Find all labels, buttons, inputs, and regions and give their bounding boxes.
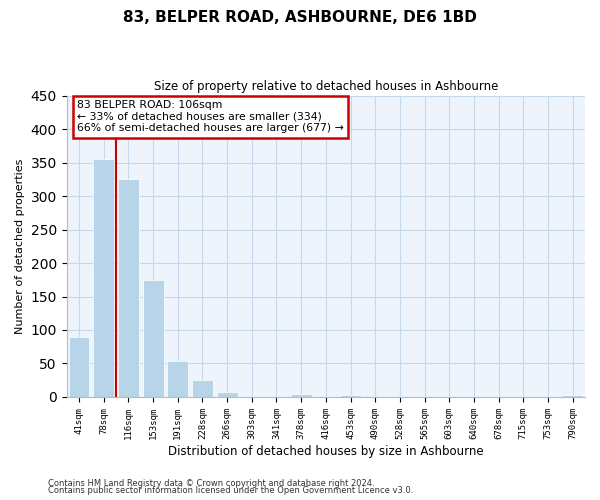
Bar [167, 362, 188, 397]
Bar [562, 395, 583, 397]
X-axis label: Distribution of detached houses by size in Ashbourne: Distribution of detached houses by size … [168, 444, 484, 458]
Bar [217, 392, 238, 397]
Bar [68, 336, 89, 397]
Title: Size of property relative to detached houses in Ashbourne: Size of property relative to detached ho… [154, 80, 498, 93]
Text: 83 BELPER ROAD: 106sqm
← 33% of detached houses are smaller (334)
66% of semi-de: 83 BELPER ROAD: 106sqm ← 33% of detached… [77, 100, 344, 134]
Y-axis label: Number of detached properties: Number of detached properties [15, 158, 25, 334]
Bar [340, 395, 361, 397]
Text: Contains public sector information licensed under the Open Government Licence v3: Contains public sector information licen… [48, 486, 413, 495]
Text: Contains HM Land Registry data © Crown copyright and database right 2024.: Contains HM Land Registry data © Crown c… [48, 478, 374, 488]
Bar [290, 394, 311, 397]
Bar [118, 180, 139, 397]
Bar [93, 159, 114, 397]
Bar [192, 380, 213, 397]
Bar [143, 280, 164, 397]
Text: 83, BELPER ROAD, ASHBOURNE, DE6 1BD: 83, BELPER ROAD, ASHBOURNE, DE6 1BD [123, 10, 477, 25]
